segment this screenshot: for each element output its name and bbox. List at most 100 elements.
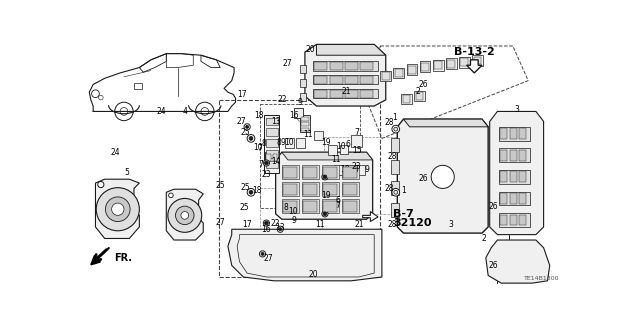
Text: 10: 10 bbox=[337, 142, 346, 151]
Bar bbox=[408, 66, 416, 74]
Bar bbox=[284, 184, 297, 195]
Bar bbox=[460, 58, 468, 66]
Circle shape bbox=[98, 182, 104, 188]
Circle shape bbox=[322, 211, 328, 217]
Bar bbox=[351, 135, 362, 147]
Bar bbox=[509, 193, 516, 204]
Bar bbox=[403, 95, 410, 103]
Text: 7: 7 bbox=[258, 144, 262, 153]
Polygon shape bbox=[282, 152, 372, 160]
Bar bbox=[303, 167, 317, 178]
Bar bbox=[519, 215, 526, 226]
Text: 25: 25 bbox=[241, 183, 250, 192]
Text: 24: 24 bbox=[157, 107, 166, 116]
Text: 7: 7 bbox=[354, 128, 359, 137]
Text: 24: 24 bbox=[110, 148, 120, 157]
Text: 23: 23 bbox=[352, 162, 362, 171]
Text: 26: 26 bbox=[419, 80, 428, 89]
Bar bbox=[300, 79, 307, 87]
Bar bbox=[472, 55, 483, 66]
Text: 10: 10 bbox=[340, 165, 349, 174]
Bar bbox=[391, 182, 399, 195]
Bar bbox=[394, 68, 404, 78]
Polygon shape bbox=[490, 111, 543, 235]
Bar bbox=[435, 61, 442, 69]
Bar bbox=[360, 90, 373, 98]
Text: 25: 25 bbox=[241, 129, 250, 137]
Text: 13: 13 bbox=[271, 117, 281, 126]
Text: 16: 16 bbox=[289, 111, 299, 120]
Text: 8: 8 bbox=[262, 139, 266, 148]
Bar bbox=[324, 137, 401, 214]
Bar bbox=[459, 57, 470, 68]
Text: 26: 26 bbox=[419, 174, 428, 183]
Circle shape bbox=[249, 190, 253, 194]
Circle shape bbox=[96, 188, 140, 231]
Circle shape bbox=[249, 137, 253, 140]
Bar bbox=[273, 154, 277, 161]
Circle shape bbox=[247, 189, 255, 196]
Bar bbox=[416, 92, 424, 100]
Bar bbox=[301, 117, 308, 121]
Circle shape bbox=[263, 220, 269, 226]
Text: B-7: B-7 bbox=[394, 209, 414, 219]
Bar bbox=[380, 70, 391, 81]
Text: 26: 26 bbox=[489, 261, 499, 270]
Bar bbox=[446, 58, 456, 69]
Circle shape bbox=[279, 228, 282, 231]
Bar bbox=[499, 170, 530, 184]
Bar bbox=[301, 128, 308, 131]
Bar bbox=[330, 76, 342, 84]
Circle shape bbox=[431, 165, 454, 189]
Polygon shape bbox=[403, 119, 488, 127]
Circle shape bbox=[322, 174, 328, 180]
Bar bbox=[360, 76, 373, 84]
Text: 9: 9 bbox=[364, 165, 369, 174]
Text: 8: 8 bbox=[353, 165, 358, 174]
Circle shape bbox=[244, 124, 250, 130]
Bar bbox=[382, 72, 390, 80]
Bar bbox=[282, 182, 299, 196]
Bar bbox=[391, 138, 399, 152]
Bar bbox=[300, 65, 307, 73]
Bar bbox=[312, 75, 378, 85]
Bar bbox=[284, 167, 297, 178]
Text: 13: 13 bbox=[275, 223, 285, 232]
Bar bbox=[345, 90, 358, 98]
Text: 18: 18 bbox=[252, 186, 262, 195]
Text: 19: 19 bbox=[322, 138, 332, 147]
Circle shape bbox=[394, 190, 397, 194]
Circle shape bbox=[263, 160, 269, 166]
Polygon shape bbox=[486, 240, 550, 283]
Bar bbox=[344, 201, 357, 211]
Text: B-13-2: B-13-2 bbox=[454, 47, 495, 57]
Bar bbox=[219, 100, 380, 277]
Text: 15: 15 bbox=[352, 145, 362, 154]
Text: 6: 6 bbox=[346, 140, 351, 149]
Text: 8: 8 bbox=[276, 138, 281, 147]
Bar bbox=[284, 201, 297, 211]
Bar bbox=[282, 199, 299, 213]
Polygon shape bbox=[166, 189, 204, 240]
Bar bbox=[312, 61, 378, 70]
Bar bbox=[323, 201, 337, 211]
Bar bbox=[500, 128, 508, 139]
Bar bbox=[342, 199, 359, 213]
Text: 19: 19 bbox=[321, 191, 330, 200]
Circle shape bbox=[392, 189, 399, 196]
Text: 14: 14 bbox=[271, 157, 281, 166]
Bar bbox=[285, 138, 294, 148]
Text: 27: 27 bbox=[283, 59, 292, 68]
Bar bbox=[499, 148, 530, 162]
Bar bbox=[322, 165, 339, 179]
Text: 32120: 32120 bbox=[394, 218, 432, 228]
Text: 3: 3 bbox=[514, 105, 519, 114]
Bar bbox=[499, 191, 530, 205]
Bar bbox=[323, 184, 337, 195]
Bar bbox=[342, 182, 359, 196]
Circle shape bbox=[261, 252, 264, 256]
Bar bbox=[342, 165, 359, 179]
Text: 11: 11 bbox=[303, 130, 313, 139]
Text: 18: 18 bbox=[254, 111, 264, 120]
Circle shape bbox=[264, 221, 268, 225]
